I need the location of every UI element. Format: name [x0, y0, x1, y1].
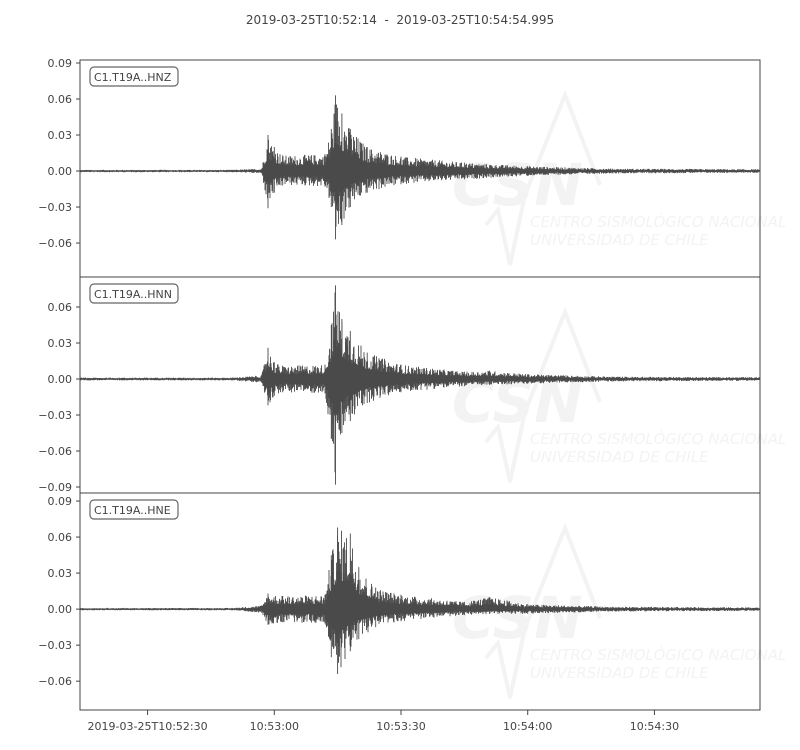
y-tick-label: −0.06 [38, 675, 72, 688]
y-tick-label: 0.00 [48, 373, 73, 386]
axes-frame [79, 492, 761, 711]
y-tick-label: 0.09 [48, 495, 73, 508]
watermark-wave [484, 522, 602, 699]
watermark-wave [484, 306, 602, 483]
watermark-line1: CENTRO SISMOLÓGICO NACIONAL [530, 645, 786, 664]
x-tick-label: 10:54:00 [503, 720, 552, 733]
watermark-line1: CENTRO SISMOLÓGICO NACIONAL [530, 212, 786, 231]
watermark-logo: CSN [452, 584, 583, 652]
y-tick-label: −0.03 [38, 639, 72, 652]
watermark-line2: UNIVERSIDAD DE CHILE [530, 231, 709, 249]
trace-label-box [89, 499, 179, 520]
x-tick-label: 10:53:00 [250, 720, 299, 733]
trace-label: C1.T19A..HNN [89, 283, 179, 304]
trace-label-text: C1.T19A..HNZ [94, 71, 172, 84]
y-tick-label: 0.00 [48, 165, 73, 178]
trace-label: C1.T19A..HNE [89, 499, 179, 520]
y-tick-label: −0.03 [38, 409, 72, 422]
x-tick-label: 2019-03-25T10:52:30 [88, 720, 208, 733]
x-tick-label: 10:54:30 [630, 720, 679, 733]
watermark-line2: UNIVERSIDAD DE CHILE [530, 448, 709, 466]
trace-label-text: C1.T19A..HNN [94, 288, 172, 301]
y-tick-label: 0.06 [48, 531, 73, 544]
y-tick-label: −0.03 [38, 201, 72, 214]
y-tick-label: −0.06 [38, 237, 72, 250]
x-tick-label: 10:53:30 [376, 720, 425, 733]
y-tick-label: 0.03 [48, 567, 73, 580]
trace-label-text: C1.T19A..HNE [94, 504, 171, 517]
y-tick-label: 0.03 [48, 337, 73, 350]
y-tick-label: 0.06 [48, 93, 73, 106]
watermark-line2: UNIVERSIDAD DE CHILE [530, 664, 709, 682]
y-tick-label: 0.00 [48, 603, 73, 616]
y-tick-label: −0.06 [38, 445, 72, 458]
y-tick-label: 0.03 [48, 129, 73, 142]
y-tick-label: −0.09 [38, 481, 72, 494]
trace-label-box [89, 66, 179, 87]
trace-label: C1.T19A..HNZ [89, 66, 179, 87]
y-tick-label: 0.09 [48, 57, 73, 70]
chart-title: 2019-03-25T10:52:14 - 2019-03-25T10:54:5… [245, 13, 555, 27]
y-tick-label: 0.06 [48, 301, 73, 314]
watermark-logo: CSN [452, 151, 583, 219]
trace-label-box [89, 283, 179, 304]
watermark-wave [484, 89, 602, 266]
watermark-line1: CENTRO SISMOLÓGICO NACIONAL [530, 429, 786, 448]
